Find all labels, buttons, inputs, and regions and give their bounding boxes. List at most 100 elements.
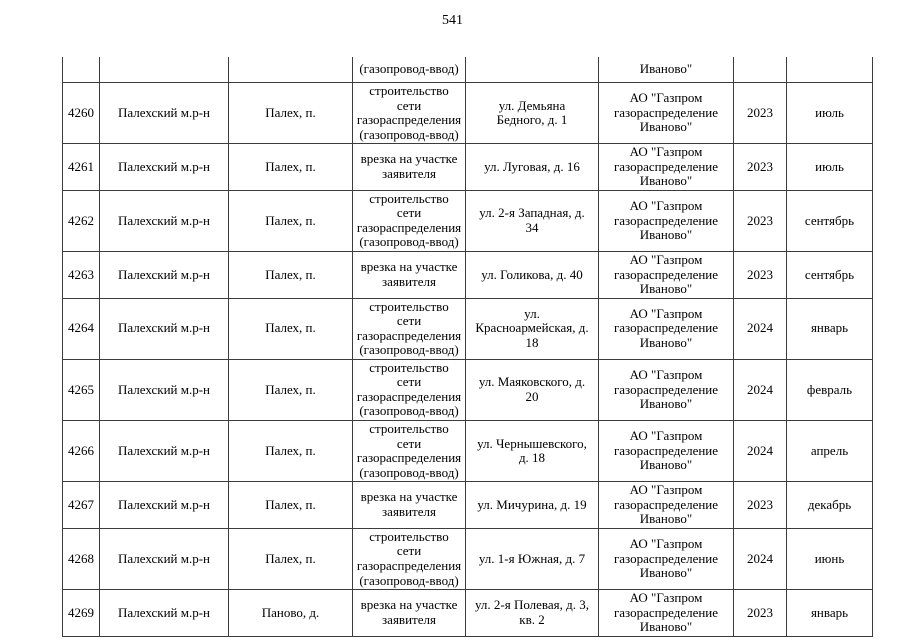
- cell-address: ул. Мичурина, д. 19: [465, 481, 599, 529]
- cell-settlement: Паново, д.: [228, 589, 353, 637]
- cell-year: 2023: [733, 81, 787, 145]
- table-row: 4261 Палехский м.р-н Палех, п. врезка на…: [62, 143, 873, 191]
- cell-district: Палехский м.р-н: [99, 143, 229, 191]
- cell-month: сентябрь: [786, 251, 873, 299]
- cell-district: Палехский м.р-н: [99, 251, 229, 299]
- cell-settlement: Палех, п.: [228, 189, 353, 253]
- table-row: 4265 Палехский м.р-н Палех, п. строитель…: [62, 358, 873, 422]
- page-number: 541: [442, 13, 463, 28]
- cell-district: Палехский м.р-н: [99, 420, 229, 483]
- cell-year: 2023: [733, 189, 787, 253]
- cell-settlement: Палех, п.: [228, 420, 353, 483]
- cell-settlement: Палех, п.: [228, 81, 353, 145]
- cell-month: апрель: [786, 420, 873, 483]
- cell-settlement: Палех, п.: [228, 251, 353, 299]
- cell-district: Палехский м.р-н: [99, 297, 229, 360]
- cell-organization: Иваново": [598, 57, 734, 83]
- cell-district: [99, 57, 229, 83]
- cell-number: 4264: [62, 297, 100, 360]
- cell-number: 4267: [62, 481, 100, 529]
- cell-district: Палехский м.р-н: [99, 81, 229, 145]
- cell-settlement: [228, 57, 353, 83]
- cell-number: 4261: [62, 143, 100, 191]
- table-row: 4269 Палехский м.р-н Паново, д. врезка н…: [62, 589, 873, 637]
- table-row: 4262 Палехский м.р-н Палех, п. строитель…: [62, 189, 873, 253]
- cell-address: ул. Луговая, д. 16: [465, 143, 599, 191]
- cell-number: 4265: [62, 358, 100, 422]
- cell-number: 4266: [62, 420, 100, 483]
- table-row: 4260 Палехский м.р-н Палех, п. строитель…: [62, 81, 873, 145]
- cell-work-type: врезка на участке заявителя: [352, 251, 466, 299]
- cell-month: июль: [786, 143, 873, 191]
- cell-month: июнь: [786, 527, 873, 591]
- cell-month: июль: [786, 81, 873, 145]
- cell-number: 4268: [62, 527, 100, 591]
- cell-organization: АО "Газпром газораспределение Иваново": [598, 527, 734, 591]
- cell-year: 2023: [733, 589, 787, 637]
- cell-number: 4260: [62, 81, 100, 145]
- cell-work-type: врезка на участке заявителя: [352, 143, 466, 191]
- cell-address: [465, 57, 599, 83]
- cell-settlement: Палех, п.: [228, 143, 353, 191]
- cell-organization: АО "Газпром газораспределение Иваново": [598, 81, 734, 145]
- cell-year: 2024: [733, 527, 787, 591]
- cell-number: 4269: [62, 589, 100, 637]
- cell-organization: АО "Газпром газораспределение Иваново": [598, 189, 734, 253]
- cell-organization: АО "Газпром газораспределение Иваново": [598, 297, 734, 360]
- cell-month: декабрь: [786, 481, 873, 529]
- cell-district: Палехский м.р-н: [99, 527, 229, 591]
- cell-month: январь: [786, 297, 873, 360]
- cell-number: 4263: [62, 251, 100, 299]
- cell-work-type: строительство сети газораспределения (га…: [352, 81, 466, 145]
- table-row: 4267 Палехский м.р-н Палех, п. врезка на…: [62, 481, 873, 529]
- cell-settlement: Палех, п.: [228, 527, 353, 591]
- table-row: 4268 Палехский м.р-н Палех, п. строитель…: [62, 527, 873, 591]
- cell-address: ул. 2-я Полевая, д. 3, кв. 2: [465, 589, 599, 637]
- cell-settlement: Палех, п.: [228, 481, 353, 529]
- cell-district: Палехский м.р-н: [99, 189, 229, 253]
- cell-work-type: врезка на участке заявителя: [352, 481, 466, 529]
- cell-settlement: Палех, п.: [228, 358, 353, 422]
- cell-year: 2023: [733, 143, 787, 191]
- cell-district: Палехский м.р-н: [99, 481, 229, 529]
- cell-district: Палехский м.р-н: [99, 589, 229, 637]
- cell-number: [62, 57, 100, 83]
- cell-work-type: строительство сети газораспределения (га…: [352, 358, 466, 422]
- cell-organization: АО "Газпром газораспределение Иваново": [598, 358, 734, 422]
- cell-year: 2023: [733, 251, 787, 299]
- cell-work-type: (газопровод-ввод): [352, 57, 466, 83]
- cell-organization: АО "Газпром газораспределение Иваново": [598, 420, 734, 483]
- cell-work-type: строительство сети газораспределения (га…: [352, 189, 466, 253]
- table-row-partial: (газопровод-ввод) Иваново": [62, 57, 873, 83]
- cell-address: ул. Маяковского, д. 20: [465, 358, 599, 422]
- cell-organization: АО "Газпром газораспределение Иваново": [598, 481, 734, 529]
- cell-work-type: врезка на участке заявителя: [352, 589, 466, 637]
- cell-settlement: Палех, п.: [228, 297, 353, 360]
- cell-month: январь: [786, 589, 873, 637]
- table-row: 4264 Палехский м.р-н Палех, п. строитель…: [62, 297, 873, 360]
- cell-address: ул. Демьяна Бедного, д. 1: [465, 81, 599, 145]
- cell-organization: АО "Газпром газораспределение Иваново": [598, 143, 734, 191]
- cell-year: 2024: [733, 297, 787, 360]
- cell-year: 2023: [733, 481, 787, 529]
- cell-month: сентябрь: [786, 189, 873, 253]
- cell-address: ул. Чернышевского, д. 18: [465, 420, 599, 483]
- cell-district: Палехский м.р-н: [99, 358, 229, 422]
- cell-year: 2024: [733, 420, 787, 483]
- registry-table: (газопровод-ввод) Иваново" 4260 Палехски…: [62, 57, 873, 637]
- cell-address: ул. Красноармейская, д. 18: [465, 297, 599, 360]
- cell-address: ул. Голикова, д. 40: [465, 251, 599, 299]
- cell-address: ул. 2-я Западная, д. 34: [465, 189, 599, 253]
- cell-work-type: строительство сети газораспределения (га…: [352, 527, 466, 591]
- table-row: 4266 Палехский м.р-н Палех, п. строитель…: [62, 420, 873, 483]
- table-row: 4263 Палехский м.р-н Палех, п. врезка на…: [62, 251, 873, 299]
- cell-month: [786, 57, 873, 83]
- cell-work-type: строительство сети газораспределения (га…: [352, 420, 466, 483]
- cell-organization: АО "Газпром газораспределение Иваново": [598, 589, 734, 637]
- cell-work-type: строительство сети газораспределения (га…: [352, 297, 466, 360]
- cell-organization: АО "Газпром газораспределение Иваново": [598, 251, 734, 299]
- cell-year: [733, 57, 787, 83]
- cell-month: февраль: [786, 358, 873, 422]
- cell-address: ул. 1-я Южная, д. 7: [465, 527, 599, 591]
- cell-number: 4262: [62, 189, 100, 253]
